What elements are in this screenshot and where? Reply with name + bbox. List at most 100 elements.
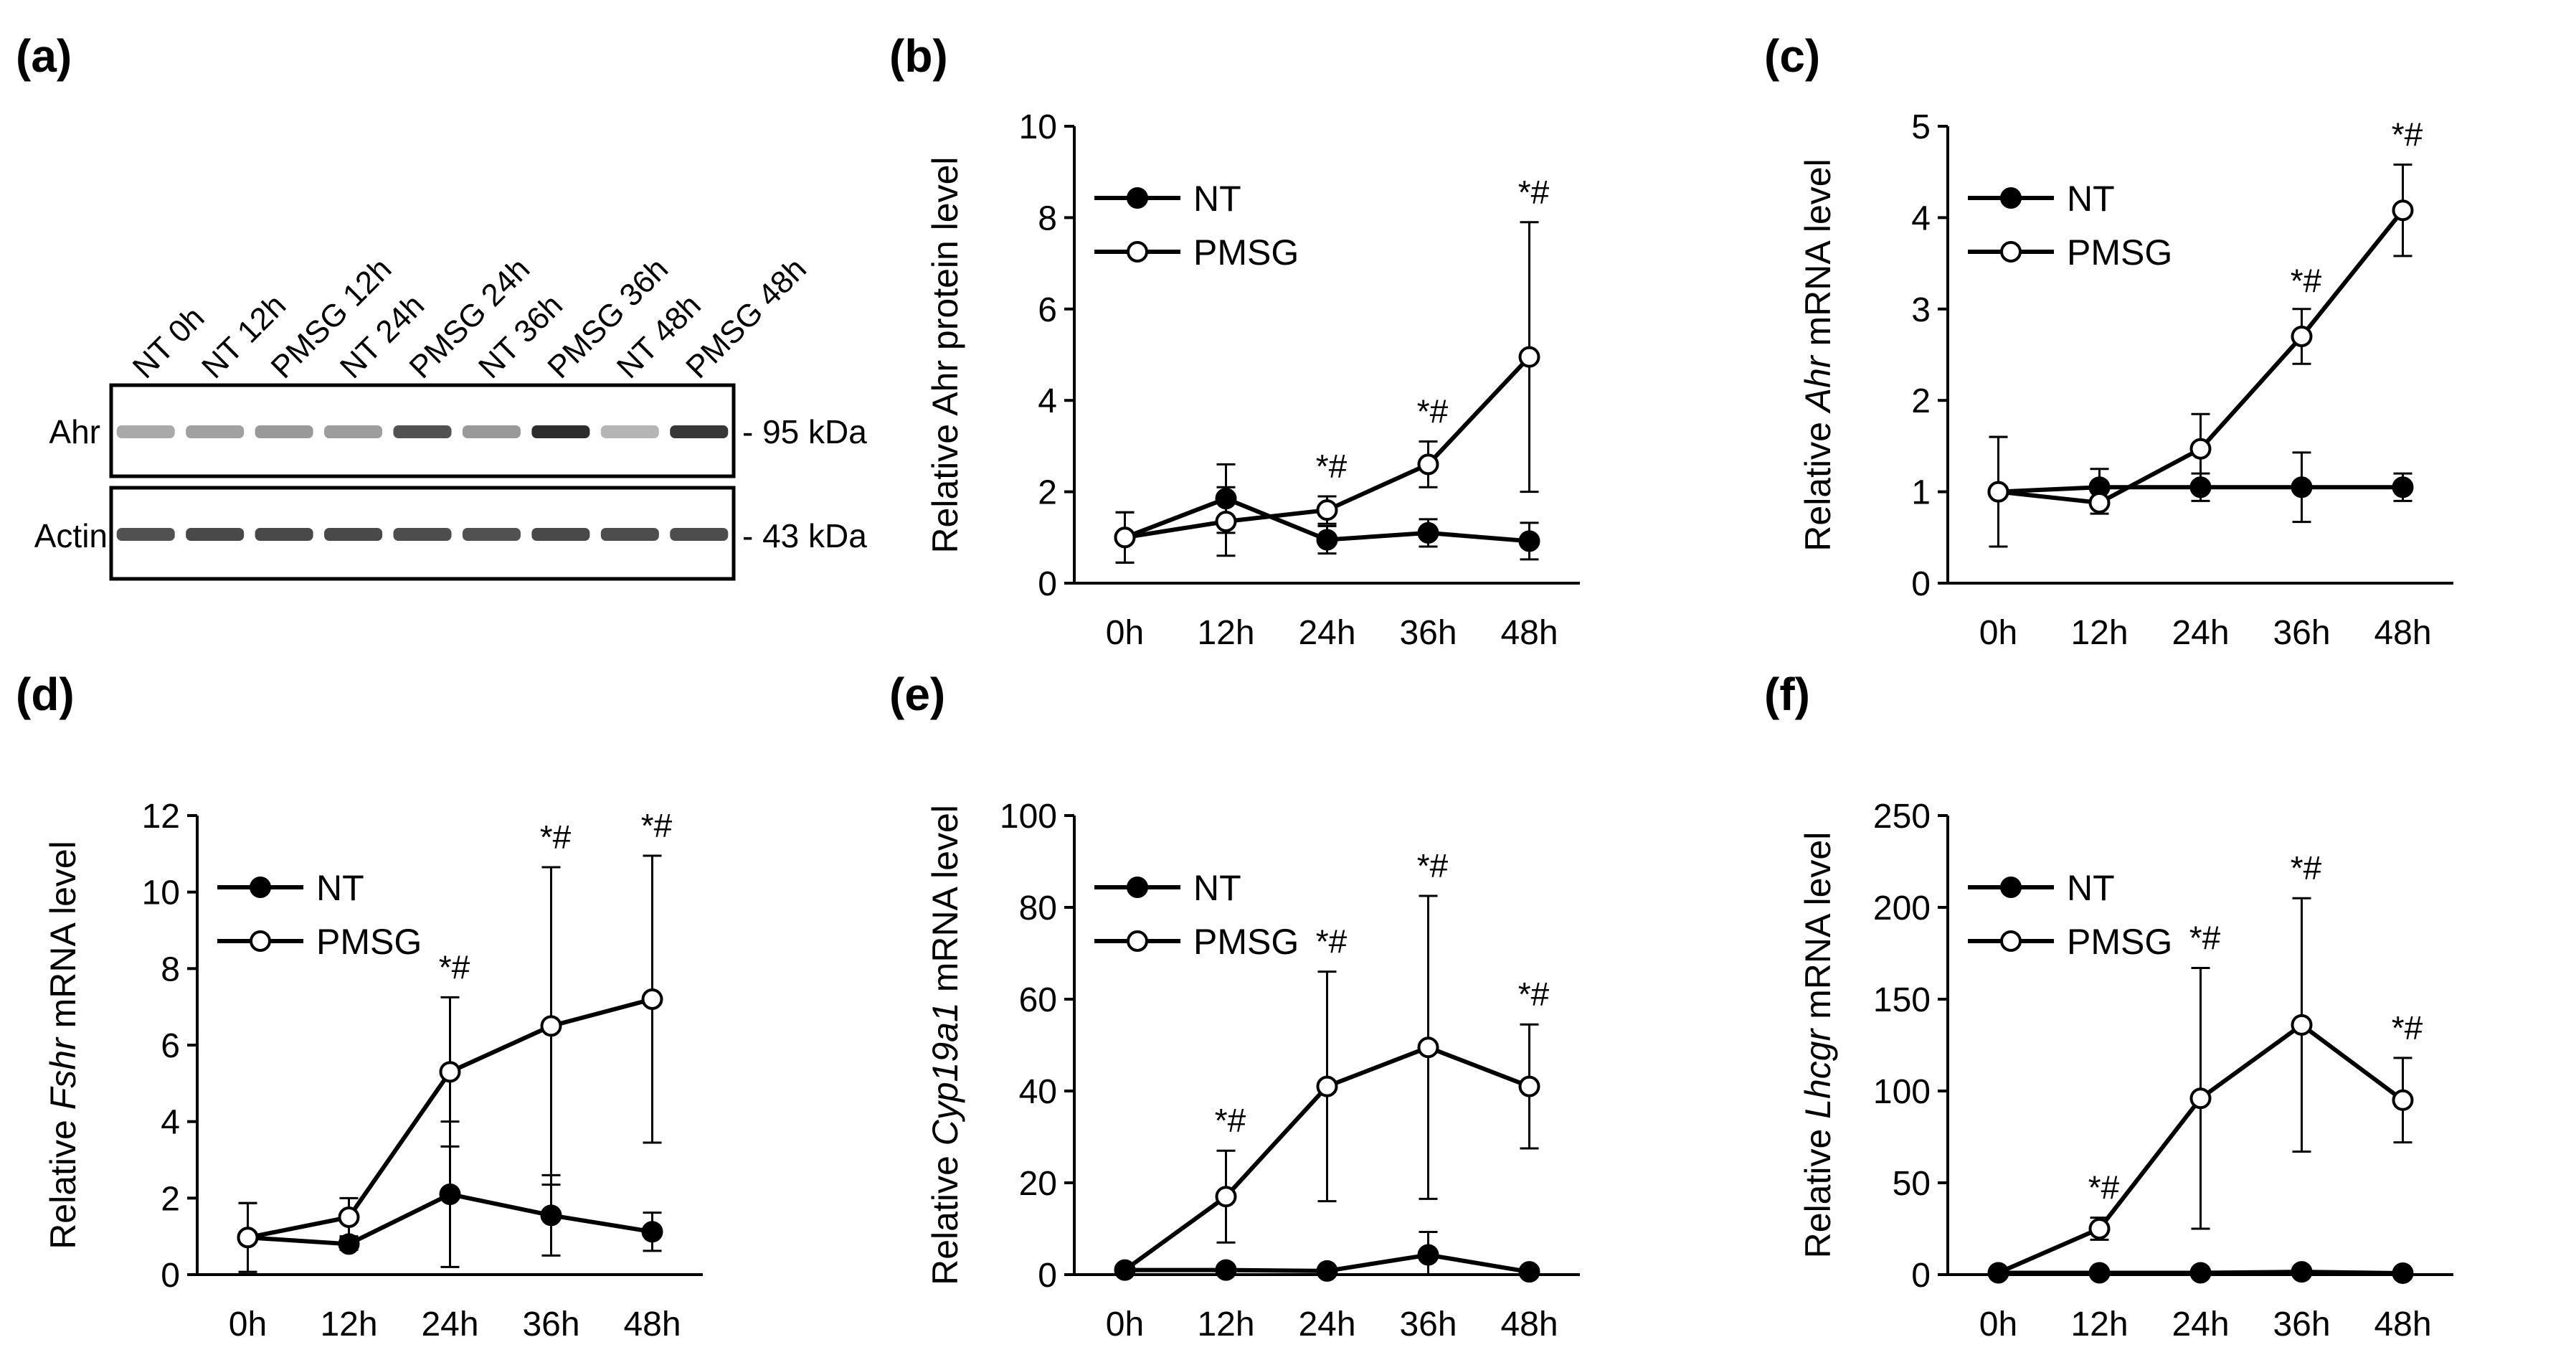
y-tick-label: 0 xyxy=(1038,1257,1057,1295)
legend-label: NT xyxy=(2067,179,2115,219)
y-tick-label: 250 xyxy=(1873,798,1931,836)
blot-band-actin xyxy=(531,528,590,541)
y-axis-label-part: Lhcgr xyxy=(1798,1027,1838,1118)
y-tick-label: 5 xyxy=(1911,108,1931,146)
blot-band-actin xyxy=(116,528,175,541)
blot-band-ahr xyxy=(600,425,659,438)
x-tick-label: 36h xyxy=(522,1305,579,1343)
y-tick-label: 4 xyxy=(1911,199,1931,237)
significance-mark: *# xyxy=(1518,174,1550,211)
y-tick-label: 8 xyxy=(161,950,180,988)
x-tick-label: 36h xyxy=(2273,614,2330,652)
x-tick-label: 12h xyxy=(320,1305,377,1343)
y-tick-label: 10 xyxy=(142,874,180,912)
legend-marker xyxy=(2000,930,2022,952)
x-tick-label: 24h xyxy=(421,1305,478,1343)
data-point-nt xyxy=(2392,476,2414,499)
blot-band-actin xyxy=(324,528,383,541)
x-tick-label: 12h xyxy=(1197,1305,1254,1343)
y-tick-label: 100 xyxy=(1873,1073,1931,1111)
data-point-pmsg xyxy=(641,988,663,1010)
significance-mark: *# xyxy=(2392,116,2423,153)
chart-d-fshr-mrna: 0 2 4 6 8 10 12 0h 12h 24h 36h 48h Relative Fshr mRN… xyxy=(43,798,703,1343)
y-tick-label: 12 xyxy=(142,798,180,836)
data-point-pmsg xyxy=(2189,438,2212,460)
legend-label: PMSG xyxy=(1193,232,1299,273)
panel-label-f: (f) xyxy=(1764,669,1810,720)
y-axis-label: Relative Ahr protein level xyxy=(925,156,965,553)
blot-protein-actin: Actin xyxy=(34,517,108,554)
x-tick-label: 0h xyxy=(1106,1305,1144,1343)
significance-mark: *# xyxy=(2189,919,2221,956)
y-axis-label: Relative Lhcgr mRNA level xyxy=(1798,832,1838,1259)
data-point-pmsg xyxy=(2189,1087,2212,1110)
data-point-nt xyxy=(1316,529,1338,551)
x-tick-label: 48h xyxy=(2374,1305,2431,1343)
y-tick-label: 50 xyxy=(1893,1165,1931,1203)
legend-marker xyxy=(1127,241,1148,263)
legend-marker xyxy=(1127,187,1148,209)
y-tick-label: 2 xyxy=(1911,382,1931,420)
significance-mark: *# xyxy=(641,807,673,844)
data-point-nt xyxy=(1215,1259,1237,1281)
x-tick-label: 48h xyxy=(623,1305,681,1343)
blot-band-actin xyxy=(462,528,521,541)
y-tick-label: 8 xyxy=(1038,199,1057,237)
y-tick-label: 150 xyxy=(1873,981,1931,1019)
legend-label: NT xyxy=(316,868,364,908)
legend-label: PMSG xyxy=(316,922,422,962)
legend-marker xyxy=(250,877,271,898)
legend-marker xyxy=(2000,241,2022,263)
series-pmsg xyxy=(1114,221,1540,564)
data-point-nt xyxy=(641,1221,663,1243)
significance-mark: *# xyxy=(1518,976,1550,1013)
data-point-pmsg xyxy=(1987,481,2009,503)
panel-label-c: (c) xyxy=(1764,30,1820,82)
data-point-pmsg xyxy=(2291,326,2313,348)
y-axis-label-part: Relative xyxy=(1798,412,1838,552)
y-tick-label: 80 xyxy=(1019,889,1057,927)
y-tick-label: 0 xyxy=(1911,1257,1931,1295)
y-axis-label-part: Relative xyxy=(925,1146,965,1285)
data-point-nt xyxy=(2392,1262,2414,1284)
blot-band-ahr xyxy=(670,425,729,438)
data-point-pmsg xyxy=(1316,1075,1338,1097)
significance-mark: *# xyxy=(1215,1102,1246,1139)
blot-band-ahr xyxy=(116,425,175,438)
y-axis-label-part: mRNA level xyxy=(43,841,83,1038)
chart-c-ahr-mrna: 0 1 2 3 4 5 0h 12h 24h 36h 48h Relative Ahr mRNA le… xyxy=(1798,108,2453,652)
blot-band-actin xyxy=(670,528,729,541)
y-tick-label: 200 xyxy=(1873,889,1931,927)
legend-label: PMSG xyxy=(1193,922,1299,962)
y-tick-label: 10 xyxy=(1019,108,1057,146)
legend-label: NT xyxy=(1193,179,1241,219)
y-axis-label: Relative Cyp19a1 mRNA level xyxy=(925,805,965,1285)
blot-band-ahr xyxy=(324,425,383,438)
legend-marker xyxy=(250,930,271,952)
data-point-pmsg xyxy=(2392,199,2414,222)
x-tick-label: 0h xyxy=(229,1305,267,1343)
data-point-pmsg xyxy=(1518,1075,1540,1097)
data-point-nt xyxy=(1417,1244,1439,1266)
y-tick-label: 100 xyxy=(1000,798,1057,836)
blot-band-actin xyxy=(186,528,245,541)
y-tick-label: 2 xyxy=(161,1180,180,1218)
panel-label-a: (a) xyxy=(16,30,72,82)
significance-mark: *# xyxy=(540,818,572,856)
panel-label-e: (e) xyxy=(889,669,945,720)
data-point-nt xyxy=(1518,1261,1540,1283)
y-axis-label-part: mRNA level xyxy=(1798,832,1838,1029)
y-axis-label: Relative Fshr mRNA level xyxy=(43,841,83,1250)
blot-band-ahr xyxy=(393,425,452,438)
panel-label-d: (d) xyxy=(16,669,75,720)
data-point-pmsg xyxy=(1215,1186,1237,1208)
y-axis-label-part: Relative Ahr protein level xyxy=(925,156,965,553)
x-tick-label: 48h xyxy=(2374,614,2431,652)
y-axis-label-part: Relative xyxy=(43,1110,83,1250)
x-tick-label: 48h xyxy=(1500,1305,1558,1343)
y-tick-label: 40 xyxy=(1019,1073,1057,1111)
series-pmsg xyxy=(1123,894,1540,1272)
y-tick-label: 4 xyxy=(161,1104,180,1142)
blot-band-actin xyxy=(393,528,452,541)
